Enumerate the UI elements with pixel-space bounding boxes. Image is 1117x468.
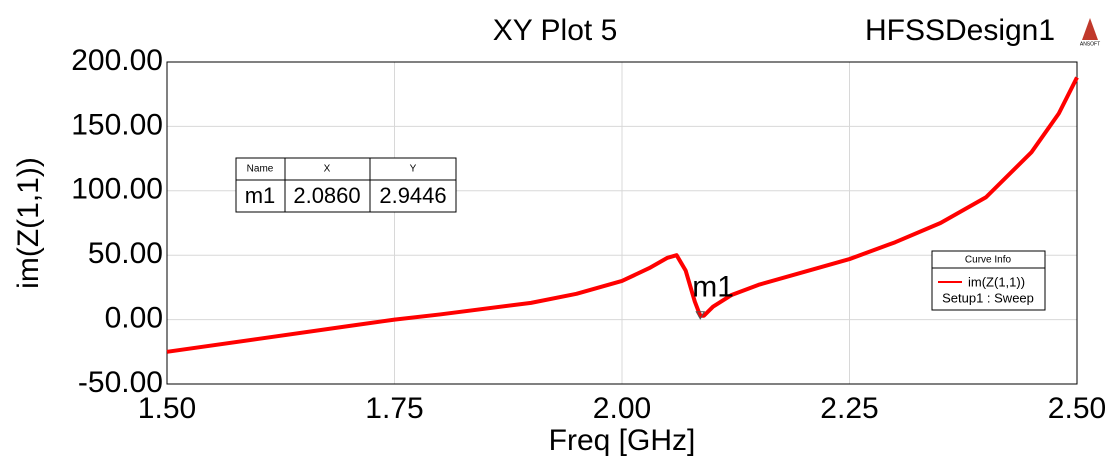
chart-title: XY Plot 5: [493, 14, 618, 47]
x-tick-label: 1.50: [138, 392, 196, 425]
y-tick-label: 50.00: [88, 237, 163, 270]
legend-subtitle: Setup1 : Sweep: [942, 290, 1034, 305]
table-header: Y: [410, 164, 417, 175]
legend-entry: im(Z(1,1)): [968, 274, 1025, 289]
legend: Curve Info im(Z(1,1)) Setup1 : Sweep: [931, 250, 1046, 311]
y-tick-label: 100.00: [71, 173, 163, 206]
x-tick-label: 2.00: [593, 392, 651, 425]
table-cell: 2.0860: [293, 183, 360, 208]
x-tick-label: 2.50: [1048, 392, 1106, 425]
table-header: X: [324, 164, 331, 175]
y-tick-label: -50.00: [78, 366, 163, 399]
plot-frame: [166, 61, 1078, 385]
logo-icon: [1082, 18, 1098, 40]
marker-table: Name X Y m1 2.0860 2.9446: [235, 157, 457, 213]
series-line: [166, 76, 1079, 354]
table-cell: m1: [245, 183, 276, 208]
y-tick-label: 150.00: [71, 108, 163, 141]
marker-label: m1: [692, 271, 734, 304]
y-tick-label: 0.00: [105, 302, 163, 335]
design-name: HFSSDesign1: [865, 14, 1055, 47]
logo: ANSOFT: [1080, 41, 1100, 47]
legend-frame: [931, 250, 1046, 311]
y-axis-label: im(Z(1,1)): [12, 157, 45, 289]
x-tick-label: 2.25: [820, 392, 878, 425]
table-frame: [235, 157, 457, 213]
y-tick-label: 200.00: [71, 44, 163, 77]
marker-point: [695, 311, 706, 320]
legend-title: Curve Info: [965, 255, 1012, 266]
x-axis-label: Freq [GHz]: [549, 424, 696, 457]
table-cell: 2.9446: [379, 183, 446, 208]
x-tick-label: 1.75: [365, 392, 423, 425]
marks: m1: [166, 76, 1079, 354]
table-header: Name: [247, 164, 274, 175]
